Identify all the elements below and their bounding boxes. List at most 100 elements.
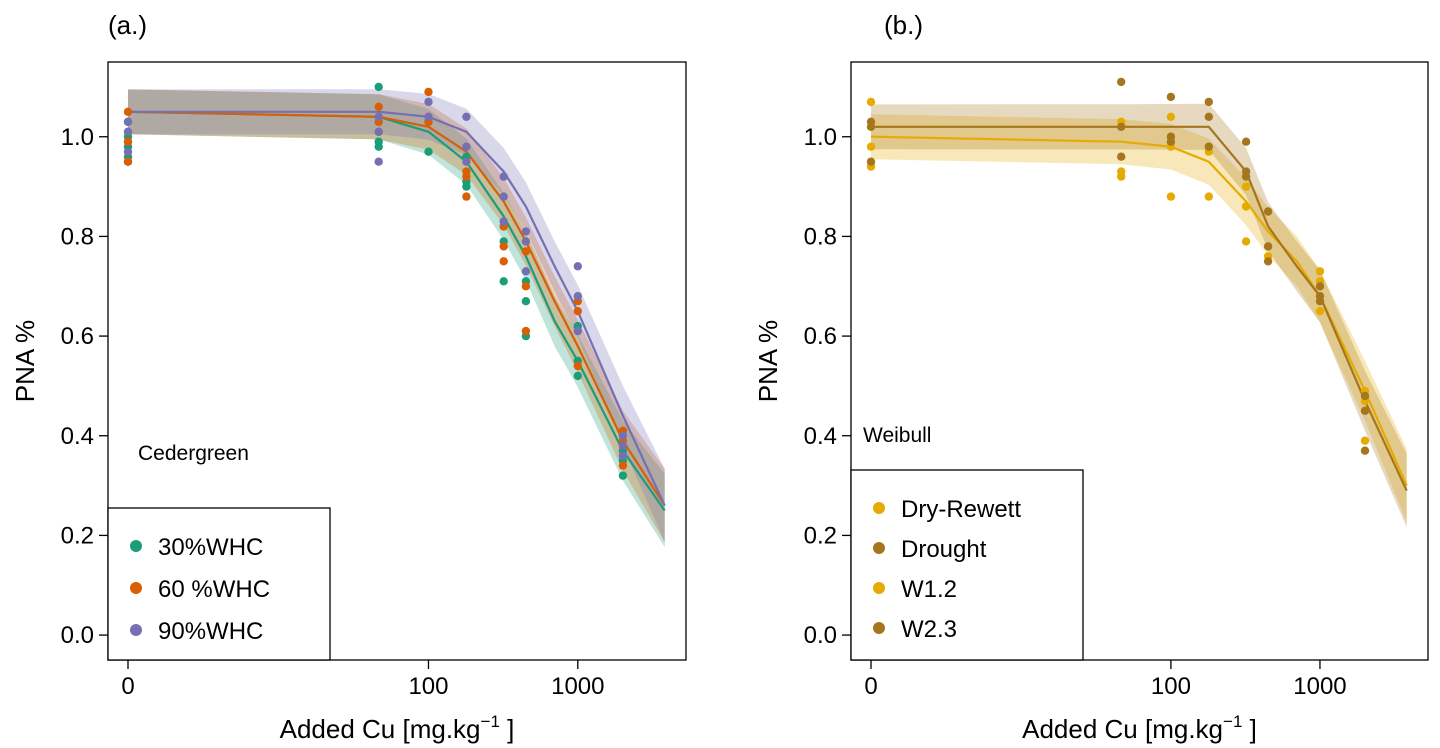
y-axis-label: PNA % xyxy=(753,320,783,402)
data-point xyxy=(1241,202,1251,211)
data-point xyxy=(866,142,876,151)
data-point xyxy=(499,172,508,181)
data-point xyxy=(521,247,531,256)
legend-label: 30%WHC xyxy=(158,534,263,561)
data-point xyxy=(123,117,133,127)
data-point xyxy=(521,267,531,276)
data-point xyxy=(618,441,628,450)
data-point xyxy=(1241,182,1251,191)
data-point xyxy=(521,297,531,306)
data-point xyxy=(1166,112,1176,122)
data-point xyxy=(462,112,471,122)
panel-b: (b.) 0.0 0.2 0.4 0.6 0.8 1.0 0 100 1000 PNA % Added… xyxy=(753,10,1429,744)
data-point xyxy=(866,97,876,107)
data-point xyxy=(573,371,582,381)
data-point xyxy=(123,107,133,117)
data-point xyxy=(374,82,383,92)
data-point xyxy=(1204,142,1214,151)
data-point xyxy=(573,307,582,316)
plot-frame xyxy=(850,61,1429,661)
data-point xyxy=(1204,97,1214,107)
legend-label: W1.2 xyxy=(901,576,957,603)
data-point xyxy=(1241,137,1251,146)
x-tick-label: 1000 xyxy=(551,673,604,700)
data-point xyxy=(499,242,508,251)
y-tick-label: 0.4 xyxy=(61,423,94,450)
fit-line-0 xyxy=(870,135,1408,487)
x-tick-label: 0 xyxy=(864,673,877,700)
legend-label: Drought xyxy=(901,536,987,563)
fit-line-1 xyxy=(127,110,666,507)
legend-label: 60 %WHC xyxy=(158,576,270,603)
confidence-band-0 xyxy=(871,114,1407,523)
confidence-band-0 xyxy=(128,89,665,548)
data-point xyxy=(123,147,133,156)
x-tick-label: 100 xyxy=(1151,673,1191,700)
data-point xyxy=(374,157,383,166)
y-tick-label: 0.8 xyxy=(61,223,94,250)
y-axis-label: PNA % xyxy=(10,320,40,402)
data-point xyxy=(1117,77,1126,87)
panel-a: (a.) 0.0 0.2 0.4 0.6 0.8 1.0 0 100 1000 PNA % Added… xyxy=(10,10,687,744)
data-point xyxy=(1263,242,1273,251)
data-point xyxy=(866,122,876,131)
data-point xyxy=(1241,172,1251,181)
legend-box xyxy=(107,507,331,661)
y-tick-label: 0.6 xyxy=(804,323,837,350)
data-point xyxy=(618,451,628,460)
data-point xyxy=(1360,406,1370,415)
confidence-band-1 xyxy=(871,103,1407,528)
data-point xyxy=(618,471,628,480)
y-tick-label: 0.4 xyxy=(804,423,837,450)
legend: Dry-Rewett Drought W1.2 W2.3 xyxy=(850,469,1084,661)
confidence-band-1 xyxy=(128,89,665,543)
y-tick-label: 0.0 xyxy=(804,622,837,649)
legend-box xyxy=(850,469,1084,661)
y-tick-label: 0.2 xyxy=(804,522,837,549)
data-point xyxy=(573,292,582,301)
y-tick-label: 0.6 xyxy=(61,323,94,350)
data-point xyxy=(1117,152,1126,161)
data-point xyxy=(521,326,531,336)
data-point xyxy=(618,461,628,470)
data-point xyxy=(462,157,471,166)
data-point xyxy=(123,127,133,136)
data-point xyxy=(618,431,628,440)
data-point xyxy=(424,112,433,122)
data-point xyxy=(866,157,876,166)
data-point xyxy=(1241,237,1251,246)
data-point xyxy=(1117,122,1126,131)
data-point xyxy=(1315,267,1325,276)
data-point xyxy=(462,172,471,181)
x-tick-label: 0 xyxy=(121,673,134,700)
data-point xyxy=(374,142,383,151)
data-point xyxy=(123,137,133,146)
data-point xyxy=(573,361,582,371)
data-point xyxy=(462,142,471,151)
x-tick-label: 100 xyxy=(408,673,448,700)
data-point xyxy=(1263,207,1273,216)
data-point xyxy=(499,192,508,201)
data-point xyxy=(374,112,383,122)
panel-label: (b.) xyxy=(884,10,923,40)
legend-label: 90%WHC xyxy=(158,618,263,645)
fit-line-0 xyxy=(127,110,666,512)
legend-marker xyxy=(130,540,142,552)
y-tick-label: 1.0 xyxy=(804,124,837,151)
data-point xyxy=(374,102,383,112)
data-point xyxy=(462,192,471,201)
data-point xyxy=(374,127,383,136)
data-point xyxy=(499,277,508,286)
confidence-band-2 xyxy=(128,89,665,543)
legend-marker xyxy=(873,582,885,594)
legend-label: W2.3 xyxy=(901,616,957,643)
data-point xyxy=(499,217,508,226)
panel-label: (a.) xyxy=(108,10,147,40)
model-label: Cedergreen xyxy=(138,442,249,465)
model-label: Weibull xyxy=(863,424,931,447)
data-point xyxy=(1360,436,1370,445)
data-point xyxy=(123,157,133,166)
x-axis-label: Added Cu [mg.kg−1 ] xyxy=(280,712,515,744)
fit-line-2 xyxy=(128,110,666,506)
fit-line-1 xyxy=(871,125,1408,492)
